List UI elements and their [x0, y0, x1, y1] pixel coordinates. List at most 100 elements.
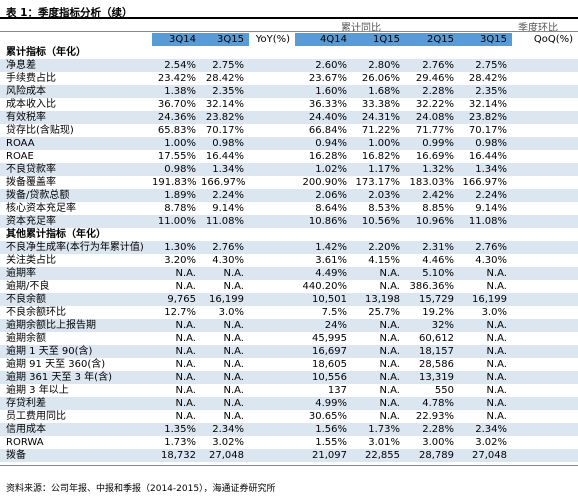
- table-row: 累计指标（年化）: [0, 46, 578, 59]
- table-row: 逾期余额比上报告期 N.A. N.A. 24% N.A. 32% N.A.: [0, 319, 578, 332]
- cell-value: 0.98%: [201, 137, 249, 150]
- row-label: 拨备/贷款总额: [0, 189, 152, 202]
- cell-value: 22,855: [352, 449, 405, 462]
- cell-value: 9,765: [152, 293, 201, 306]
- cell-value: 1.73%: [164, 437, 196, 448]
- cell-value: 4.49%: [295, 267, 352, 280]
- cell-value: N.A.: [152, 371, 201, 384]
- cell-value: 16,199: [459, 293, 512, 306]
- cell-value: 8.85%: [422, 203, 454, 214]
- cell-value: 2.24%: [201, 189, 249, 202]
- col-header: 4Q14: [295, 33, 352, 46]
- cell-value: [512, 384, 578, 397]
- cell-value: N.A.: [152, 319, 201, 332]
- cell-value: N.A.: [379, 385, 400, 396]
- cell-value: 1.89%: [152, 189, 201, 202]
- row-label: 逾期 1 天至 90(含): [0, 345, 152, 358]
- cell-value: 2.24%: [459, 189, 512, 202]
- row-label: 不良净生成率(本行为年累计值): [0, 241, 152, 254]
- cell-value: N.A.: [175, 411, 196, 422]
- cell-value: N.A.: [352, 345, 405, 358]
- cell-value: 29.46%: [415, 73, 454, 84]
- table-row: 不良余额环比 12.7% 3.0% 7.5% 25.7% 19.2% 3.0%: [0, 306, 578, 319]
- group-header-cumulative: 累计同比: [341, 23, 381, 34]
- table-row: 逾期 361 天至 3 年(含) N.A. N.A. 10,556 N.A. 13,319…: [0, 371, 578, 384]
- col-header: 3Q14: [152, 33, 201, 46]
- cell-value: 3.0%: [481, 307, 507, 318]
- cell-value: 0.99%: [405, 137, 459, 150]
- cell-value: 23.67%: [308, 73, 347, 84]
- table-row: 成本收入比 36.70% 32.14% 36.33% 33.38% 32.22% 32.14…: [0, 98, 578, 111]
- cell-value: 166.97%: [201, 177, 246, 188]
- cell-value: N.A.: [379, 411, 400, 422]
- row-label: 净息差: [0, 59, 152, 72]
- cell-value: N.A.: [486, 411, 507, 422]
- cell-value: [201, 46, 249, 59]
- cell-value: [249, 98, 295, 111]
- cell-value: [512, 163, 578, 176]
- table-title: 表 1：季度指标分析（续）: [6, 7, 133, 19]
- cell-value: 16,697: [295, 345, 352, 358]
- cell-value: [512, 410, 578, 423]
- cell-value: [405, 46, 459, 59]
- cell-value: N.A.: [201, 371, 249, 384]
- cell-value: N.A.: [152, 267, 201, 280]
- table-row: 风险成本 1.38% 2.35% 1.60% 1.68% 2.28% 2.35%: [0, 85, 578, 98]
- cell-value: 1.00%: [152, 137, 201, 150]
- cell-value: [249, 189, 295, 202]
- table-row: ROAE 17.55% 16.44% 16.28% 16.82% 16.69% 16.44%: [0, 150, 578, 163]
- cell-value: [249, 410, 295, 423]
- cell-value: N.A.: [223, 359, 244, 370]
- cell-value: 2.35%: [459, 85, 512, 98]
- cell-value: 24.36%: [152, 111, 201, 124]
- cell-value: N.A.: [352, 397, 405, 410]
- cell-value: 32.14%: [468, 99, 507, 110]
- cell-value: [512, 436, 578, 449]
- cell-value: 11.08%: [459, 215, 512, 228]
- cell-value: [295, 228, 352, 241]
- cell-value: [352, 46, 405, 59]
- cell-value: 1.02%: [295, 163, 352, 176]
- table-row: 存贷利差 N.A. N.A. 4.99% N.A. 4.78% N.A.: [0, 397, 578, 410]
- cell-value: 4.15%: [368, 255, 400, 266]
- row-label: RORWA: [6, 437, 44, 448]
- cell-value: 1.30%: [152, 241, 201, 254]
- row-label: 关注类占比: [6, 255, 56, 266]
- cell-value: 18,157: [405, 345, 459, 358]
- cell-value: 65.83%: [157, 125, 196, 136]
- cell-value: 10.96%: [405, 215, 459, 228]
- cell-value: [459, 228, 512, 241]
- cell-value: 0.98%: [152, 163, 201, 176]
- cell-value: 2.35%: [201, 85, 249, 98]
- cell-value: 18,605: [312, 359, 347, 370]
- cell-value: [512, 176, 578, 189]
- cell-value: [512, 254, 578, 267]
- cell-value: N.A.: [201, 397, 249, 410]
- cell-value: 2.28%: [405, 85, 459, 98]
- cell-value: 27,048: [201, 449, 249, 462]
- cell-value: 1.34%: [201, 163, 249, 176]
- cell-value: N.A.: [379, 333, 400, 344]
- cell-value: N.A.: [486, 281, 507, 292]
- row-label: ROAA: [0, 137, 152, 150]
- cell-value: 1.32%: [405, 163, 459, 176]
- cell-value: 2.31%: [405, 241, 459, 254]
- row-label: 资本充足率: [0, 215, 152, 228]
- cell-value: 24.08%: [405, 111, 459, 124]
- table-row: 逾期 91 天至 360(含) N.A. N.A. 18,605 N.A. 28,586 N…: [0, 358, 578, 371]
- cell-value: [512, 293, 578, 306]
- cell-value: 19.2%: [422, 307, 454, 318]
- cell-value: [512, 332, 578, 345]
- cell-value: 200.90%: [302, 177, 348, 188]
- cell-value: [249, 85, 295, 98]
- table-row: 逾期余额 N.A. N.A. 45,995 N.A. 60,612 N.A.: [0, 332, 578, 345]
- table-row: 有效税率 24.36% 23.82% 24.40% 24.31% 24.08% 23.82%: [0, 111, 578, 124]
- cell-value: [249, 215, 295, 228]
- table-row: 手续费占比 23.42% 28.42% 23.67% 26.06% 29.46% 28.42…: [0, 72, 578, 85]
- cell-value: [249, 267, 295, 280]
- cell-value: N.A.: [175, 359, 196, 370]
- cell-value: 16,199: [201, 293, 249, 306]
- cell-value: 28.42%: [205, 73, 244, 84]
- cell-value: 16.28%: [308, 151, 347, 162]
- cell-value: 2.20%: [352, 241, 405, 254]
